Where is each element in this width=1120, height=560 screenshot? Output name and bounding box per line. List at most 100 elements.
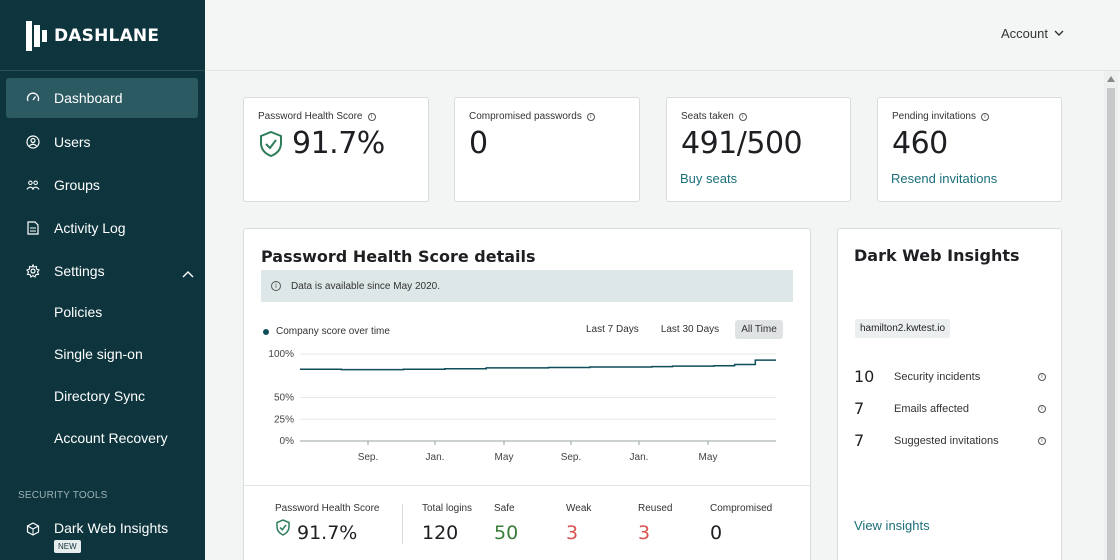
summary-score-value: 91.7% — [297, 522, 358, 544]
summary-total-label: Total logins — [422, 503, 473, 514]
domain-chip[interactable]: hamilton2.kwtest.io — [855, 319, 951, 338]
summary-weak-value: 3 — [566, 522, 579, 544]
account-label: Account — [1001, 26, 1048, 41]
legend-marker — [263, 328, 269, 335]
scroll-up-arrow-icon[interactable] — [1107, 76, 1115, 82]
info-icon[interactable]: i — [586, 112, 595, 121]
sidebar-item-label: Groups — [54, 177, 100, 193]
stat-value: 460 — [892, 126, 948, 161]
scroll-thumb[interactable] — [1107, 88, 1115, 560]
dw-label: Suggested invitations — [894, 434, 999, 447]
y-tick-label: 50% — [274, 393, 294, 404]
summary-total-value: 120 — [422, 522, 459, 544]
sidebar-divider — [0, 70, 205, 71]
vertical-scrollbar[interactable] — [1104, 71, 1118, 560]
resend-invitations-link[interactable]: Resend invitations — [891, 171, 998, 186]
sidebar-item-dashboard[interactable]: Dashboard — [6, 78, 198, 118]
y-tick-label: 25% — [274, 414, 294, 425]
x-tick-label: May — [495, 452, 514, 463]
dw-label: Emails affected — [894, 402, 970, 415]
info-icon[interactable]: i — [367, 112, 376, 121]
gauge-icon — [26, 91, 40, 105]
pending-invitations-card: Pending invitations i 460 Resend invitati… — [877, 97, 1062, 202]
dw-count: 7 — [854, 431, 865, 450]
time-range-selector: Last 7 Days Last 30 Days All Time — [580, 320, 783, 339]
view-insights-link[interactable]: View insights — [854, 518, 930, 533]
shield-check-icon — [260, 130, 282, 157]
sidebar-item-users[interactable]: Users — [6, 122, 198, 162]
stat-value: 91.7% — [292, 126, 385, 161]
document-icon — [26, 221, 40, 235]
range-all-time[interactable]: All Time — [735, 320, 783, 339]
chevron-down-icon — [1054, 30, 1064, 36]
stat-title: Password Health Score — [258, 111, 363, 122]
security-tools-label: SECURITY TOOLS — [18, 490, 108, 501]
gear-icon — [26, 264, 40, 278]
top-header: Account — [205, 0, 1120, 71]
x-tick-label: Sep. — [561, 452, 582, 463]
summary-reused-value: 3 — [638, 522, 651, 544]
dashlane-logo-icon — [26, 21, 48, 51]
brand-name: DASHLANE — [54, 26, 160, 46]
sidebar-subitem-single-sign-on[interactable]: Single sign-on — [54, 346, 143, 362]
stat-value: 0 — [469, 126, 488, 161]
info-icon[interactable]: i — [1038, 404, 1046, 413]
sidebar-item-groups[interactable]: Groups — [6, 165, 198, 205]
summary-weak-label: Weak — [566, 503, 592, 514]
info-icon[interactable]: i — [1038, 372, 1046, 381]
summary-compromised-label: Compromised — [710, 503, 773, 514]
range-last-7-days[interactable]: Last 7 Days — [586, 324, 639, 335]
group-icon — [26, 178, 40, 192]
user-icon — [26, 135, 40, 149]
data-notice: i Data is available since May 2020. — [261, 270, 793, 302]
x-tick-label: May — [699, 452, 718, 463]
sidebar-item-settings[interactable]: Settings — [6, 251, 198, 291]
sidebar-subitem-account-recovery[interactable]: Account Recovery — [54, 430, 168, 446]
sidebar-subitem-policies[interactable]: Policies — [54, 304, 103, 320]
chevron-up-icon[interactable] — [182, 265, 194, 281]
range-last-30-days[interactable]: Last 30 Days — [660, 324, 720, 335]
dw-count: 7 — [854, 399, 865, 418]
sidebar-item-label: Settings — [54, 263, 105, 279]
sidebar-item-label: Dark Web Insights — [54, 520, 169, 536]
stat-title: Compromised passwords — [469, 111, 582, 122]
score-series-line — [300, 359, 776, 371]
x-tick-label: Jan. — [630, 452, 649, 463]
password-health-details-card: Password Health Score details i Data is … — [243, 228, 811, 560]
info-icon[interactable]: i — [980, 112, 989, 121]
x-tick-label: Jan. — [426, 452, 445, 463]
info-icon[interactable]: i — [738, 112, 747, 121]
info-icon[interactable]: i — [1038, 436, 1046, 445]
sidebar-nav: Dashboard Users Groups Activity Log Sett… — [6, 78, 198, 459]
sidebar-item-label: Dashboard — [54, 90, 123, 106]
sidebar-item-activity-log[interactable]: Activity Log — [6, 208, 198, 248]
summary-compromised-value: 0 — [710, 522, 723, 544]
sidebar-item-dark-web-insights[interactable]: Dark Web Insights NEW — [26, 520, 168, 554]
info-icon: i — [271, 281, 281, 291]
dw-row-security-incidents: 10 Security incidents i — [854, 367, 1046, 386]
seats-taken-card: Seats taken i 491/500 Buy seats — [666, 97, 851, 202]
account-menu[interactable]: Account — [1001, 26, 1064, 41]
dark-web-insights-card: Dark Web Insights hamilton2.kwtest.io 10… — [837, 228, 1062, 560]
buy-seats-link[interactable]: Buy seats — [680, 171, 738, 186]
new-badge: NEW — [54, 540, 81, 553]
sidebar-item-label: Activity Log — [54, 220, 126, 236]
summary-score-label: Password Health Score — [275, 503, 380, 514]
dashlane-logo[interactable]: DASHLANE — [26, 20, 159, 52]
dw-label: Security incidents — [894, 370, 981, 383]
summary-divider — [402, 504, 403, 544]
sidebar-subitem-directory-sync[interactable]: Directory Sync — [54, 388, 146, 404]
dw-row-suggested-invitations: 7 Suggested invitations i — [854, 431, 1046, 450]
dark-web-icon — [26, 522, 40, 536]
dw-row-emails-affected: 7 Emails affected i — [854, 399, 1046, 418]
chart-legend: Company score over time — [263, 326, 390, 337]
health-summary: Password Health Score 91.7% Total logins… — [244, 485, 810, 559]
sidebar: DASHLANE Dashboard Users Groups Activit — [0, 0, 205, 560]
shield-check-icon — [276, 519, 290, 536]
summary-reused-label: Reused — [638, 503, 673, 514]
x-tick-label: Sep. — [358, 452, 379, 463]
compromised-passwords-card: Compromised passwords i 0 — [454, 97, 640, 202]
dw-count: 10 — [854, 367, 875, 386]
section-title: Dark Web Insights — [854, 246, 1020, 265]
stat-title: Pending invitations — [892, 111, 976, 122]
